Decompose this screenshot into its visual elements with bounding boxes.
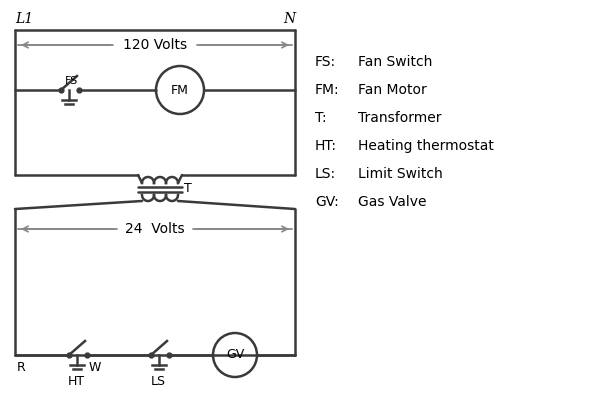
Text: FM:: FM: — [315, 83, 340, 97]
Text: T:: T: — [315, 111, 327, 125]
Text: W: W — [89, 361, 101, 374]
Text: FM: FM — [171, 84, 189, 96]
Text: Heating thermostat: Heating thermostat — [358, 139, 494, 153]
Text: R: R — [17, 361, 26, 374]
Text: N: N — [283, 12, 295, 26]
Text: GV:: GV: — [315, 195, 339, 209]
Text: Gas Valve: Gas Valve — [358, 195, 427, 209]
Text: Fan Motor: Fan Motor — [358, 83, 427, 97]
Text: 120 Volts: 120 Volts — [123, 38, 187, 52]
Text: 24  Volts: 24 Volts — [125, 222, 185, 236]
Text: L1: L1 — [15, 12, 33, 26]
Text: Fan Switch: Fan Switch — [358, 55, 432, 69]
Text: FS:: FS: — [315, 55, 336, 69]
Text: Transformer: Transformer — [358, 111, 441, 125]
Text: HT: HT — [67, 375, 84, 388]
Text: HT:: HT: — [315, 139, 337, 153]
Text: T: T — [184, 182, 192, 196]
Text: LS: LS — [150, 375, 166, 388]
Text: Limit Switch: Limit Switch — [358, 167, 442, 181]
Text: GV: GV — [226, 348, 244, 362]
Text: LS:: LS: — [315, 167, 336, 181]
Text: FS: FS — [65, 76, 78, 86]
